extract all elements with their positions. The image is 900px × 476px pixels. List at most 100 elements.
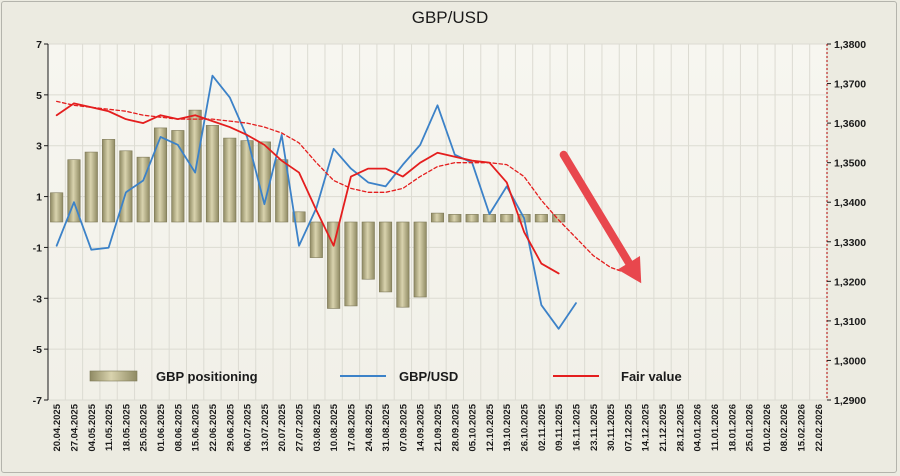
x-tick-label: 27.07.2025 (295, 403, 306, 451)
bar-gbp-positioning (188, 109, 202, 223)
x-tick-label: 18.05.2025 (121, 403, 132, 451)
x-tick-label: 08.06.2025 (173, 403, 184, 451)
x-tick-label: 25.01.2026 (745, 404, 756, 452)
x-tick-label: 15.06.2025 (191, 403, 202, 451)
x-tick-label: 20.07.2025 (277, 403, 288, 451)
right-tick-label: 1,3600 (834, 118, 866, 130)
left-tick-label: -1 (33, 242, 42, 254)
left-tick-label: 1 (36, 192, 42, 204)
trend-arrow-shaft (559, 150, 633, 267)
right-tick-label: 1,3100 (834, 316, 866, 328)
bar-series-gbp-positioning (50, 109, 566, 309)
x-tick-label: 05.10.2025 (468, 403, 479, 451)
x-tick-label: 03.08.2025 (312, 403, 323, 451)
x-tick-label: 17.08.2025 (346, 403, 357, 451)
bar-gbp-positioning (309, 221, 323, 258)
x-tick-label: 11.01.2026 (710, 404, 721, 451)
left-tick-label: -3 (33, 293, 42, 305)
left-tick-label: 5 (36, 90, 42, 102)
x-tick-label: 18.01.2026 (727, 404, 738, 452)
legend-label-gbp-usd: GBP/USD (399, 369, 458, 384)
bar-gbp-positioning (67, 159, 81, 223)
line-fair-value (55, 102, 560, 275)
bar-gbp-positioning (136, 156, 150, 223)
bar-gbp-positioning (379, 221, 393, 293)
x-tick-label: 30.11.2025 (606, 403, 617, 451)
right-tick-label: 1,3000 (834, 355, 866, 367)
x-tick-label: 04.01.2026 (693, 404, 704, 452)
bar-gbp-positioning (552, 214, 566, 223)
right-tick-label: 1,3700 (834, 79, 866, 91)
chart-title: GBP/USD (411, 8, 489, 27)
x-tick-label: 27.04.2025 (69, 403, 80, 451)
x-tick-label: 08.02.2026 (779, 404, 790, 452)
bar-gbp-positioning (361, 221, 375, 280)
x-tick-label: 31.08.2025 (381, 403, 392, 451)
legend: GBP positioning GBP/USD Fair value (89, 369, 682, 384)
grid-layer (47, 43, 828, 401)
bar-gbp-positioning (119, 150, 133, 223)
bar-gbp-positioning (500, 214, 514, 223)
x-tick-label: 10.08.2025 (329, 403, 340, 451)
x-tick-label: 09.11.2025 (554, 403, 565, 451)
bar-gbp-positioning (50, 192, 64, 223)
x-tick-label: 21.09.2025 (433, 403, 444, 451)
bar-gbp-positioning (413, 221, 427, 298)
left-tick-label: -7 (33, 395, 42, 407)
x-tick-label: 28.12.2025 (675, 403, 686, 451)
bar-gbp-positioning (205, 125, 219, 223)
x-tick-label: 02.11.2025 (537, 403, 548, 451)
left-tick-label: -5 (33, 344, 42, 356)
x-tick-label: 29.06.2025 (225, 403, 236, 451)
bar-gbp-positioning (396, 221, 410, 308)
bar-gbp-positioning (482, 214, 496, 223)
x-tick-label: 04.05.2025 (87, 403, 98, 451)
x-tick-label: 15.02.2026 (797, 404, 808, 452)
right-tick-label: 1,2900 (834, 395, 866, 407)
x-tick-label: 11.05.2025 (104, 403, 115, 451)
x-tick-label: 16.11.2025 (571, 403, 582, 451)
bar-gbp-positioning (327, 221, 341, 309)
legend-label-gbp-positioning: GBP positioning (156, 369, 258, 384)
right-tick-label: 1,3300 (834, 237, 866, 249)
bar-gbp-positioning (223, 137, 237, 223)
x-tick-label: 19.10.2025 (502, 403, 513, 451)
bar-gbp-positioning (448, 214, 462, 223)
x-tick-label: 22.06.2025 (208, 403, 219, 451)
x-tick-label: 20.04.2025 (52, 403, 63, 451)
legend-label-fair-value: Fair value (621, 369, 682, 384)
bar-gbp-positioning (171, 130, 185, 223)
axis-layer: 7 5 3 1 -1 -3 -5 -7 1,3800 1,3700 1,3600 1,3500 1,34… (33, 39, 867, 452)
x-tick-label: 23.11.2025 (589, 403, 600, 451)
bar-gbp-positioning (275, 159, 289, 223)
x-tick-label: 13.07.2025 (260, 403, 271, 451)
x-tick-label: 24.08.2025 (364, 403, 375, 451)
bar-gbp-positioning (430, 212, 445, 223)
bar-gbp-positioning (534, 214, 548, 223)
bar-gbp-positioning (465, 214, 479, 223)
x-tick-label: 01.06.2025 (156, 403, 167, 451)
bar-gbp-positioning (102, 139, 116, 223)
right-tick-label: 1,3800 (834, 39, 866, 51)
x-tick-label: 06.07.2025 (243, 403, 254, 451)
right-tick-label: 1,3400 (834, 197, 866, 209)
line-layer (55, 74, 642, 330)
x-tick-label: 14.12.2025 (641, 403, 652, 451)
x-tick-label: 07.12.2025 (623, 403, 634, 451)
left-tick-label: 3 (36, 141, 42, 153)
bar-gbp-positioning (257, 141, 271, 223)
trend-arrow-head (617, 256, 642, 284)
left-tick-label: 7 (36, 39, 42, 51)
legend-swatch-gbp-positioning (89, 370, 138, 382)
right-tick-label: 1,3200 (834, 276, 866, 288)
x-tick-label: 25.05.2025 (139, 403, 150, 451)
bar-gbp-positioning (84, 151, 98, 223)
x-tick-label: 07.09.2025 (398, 403, 409, 451)
bar-gbp-positioning (153, 127, 168, 223)
line-fair-value-forecast (56, 100, 629, 275)
x-tick-label: 21.12.2025 (658, 403, 669, 451)
x-tick-label: 26.10.2025 (520, 403, 531, 451)
x-tick-label: 28.09.2025 (450, 403, 461, 451)
x-tick-label: 01.02.2026 (762, 404, 773, 452)
